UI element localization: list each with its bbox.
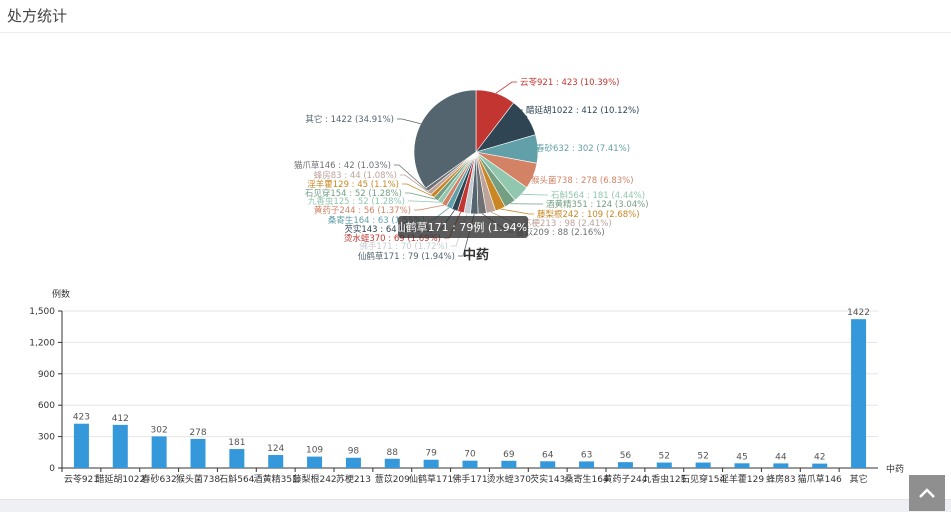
bar[interactable] xyxy=(696,463,711,468)
x-tick-label: 淫羊藿129 xyxy=(720,473,764,485)
bar[interactable] xyxy=(424,460,439,468)
bar[interactable] xyxy=(152,436,167,468)
back-to-top-button[interactable] xyxy=(909,475,945,511)
x-tick-label: 烫水蛭370 xyxy=(487,473,531,485)
x-tick-label: 薏苡209 xyxy=(375,473,410,485)
x-tick-label: 苏梗213 xyxy=(336,473,371,485)
bar-value-label: 109 xyxy=(306,446,323,456)
bar-value-label: 181 xyxy=(228,438,245,448)
bar[interactable] xyxy=(657,463,672,468)
x-tick-label: 酒黄精351 xyxy=(254,473,298,485)
bar[interactable] xyxy=(74,424,89,468)
x-tick-label: 佛手171 xyxy=(452,473,487,485)
page-title: 处方统计 xyxy=(7,5,67,26)
x-tick-label: 仙鹤草171 xyxy=(409,473,453,485)
bar-value-label: 69 xyxy=(503,450,515,460)
x-tick-label: 醋延胡1022 xyxy=(95,473,145,485)
pie-chart: 云苓921 : 423 (10.39%) 醋延胡1022 : 412 (10.12… xyxy=(0,40,951,280)
bar-value-label: 63 xyxy=(581,450,592,460)
bar[interactable] xyxy=(618,462,633,468)
x-tick-label: 猫爪草146 xyxy=(798,473,842,485)
bar-value-label: 70 xyxy=(464,450,476,460)
y-tick-label: 0 xyxy=(49,464,55,474)
pie-leader-line xyxy=(408,201,440,202)
bar-value-label: 423 xyxy=(73,413,90,423)
pie-leader-line xyxy=(397,119,421,124)
bottom-strip xyxy=(0,499,951,512)
pie-slice-label: 春砂632 : 302 (7.41%) xyxy=(536,143,630,154)
pie-slice-label: 猫爪草146 : 42 (1.03%) xyxy=(294,160,391,171)
bar[interactable] xyxy=(463,461,478,468)
x-tick-label: 春砂632 xyxy=(142,473,177,485)
pie-leader-line xyxy=(414,205,444,210)
x-tick-label: 芡实143 xyxy=(530,473,565,485)
bar[interactable] xyxy=(540,461,555,468)
y-axis-title: 例数 xyxy=(52,288,70,300)
pie-slice-label: 酒黄精351 : 124 (3.04%) xyxy=(546,199,649,210)
bar[interactable] xyxy=(773,463,788,468)
bar-value-label: 42 xyxy=(814,453,825,463)
bar[interactable] xyxy=(851,319,866,468)
pie-slice-label: 云苓921 : 423 (10.39%) xyxy=(520,77,619,88)
y-tick-label: 300 xyxy=(38,433,55,443)
bar-value-label: 412 xyxy=(112,414,129,424)
x-tick-label: 石斛564 xyxy=(219,473,254,485)
bar[interactable] xyxy=(579,461,594,468)
bar-value-label: 44 xyxy=(775,452,787,462)
pie-tooltip-text: 仙鹤草171 : 79例 (1.94%) xyxy=(395,220,532,234)
bar[interactable] xyxy=(113,425,128,468)
pie-leader-line xyxy=(521,194,548,195)
bar[interactable] xyxy=(346,458,361,468)
x-tick-label: 蜂房83 xyxy=(766,473,795,485)
pie-leader-line xyxy=(500,209,534,214)
page-header: 处方统计 xyxy=(0,0,951,33)
x-tick-label: 桑寄生164 xyxy=(564,473,608,485)
bar[interactable] xyxy=(385,459,400,468)
bar-value-label: 278 xyxy=(189,428,206,438)
x-tick-label: 其它 xyxy=(850,473,868,485)
y-tick-label: 1,500 xyxy=(29,307,55,317)
bar-value-label: 302 xyxy=(151,425,168,435)
bar-value-label: 1422 xyxy=(847,308,870,318)
y-tick-label: 900 xyxy=(38,370,55,380)
bar-chart: 例数 中药 0 300 600 900 1,200 1,500 423 412 302 278 1… xyxy=(0,285,951,495)
bar-value-label: 88 xyxy=(387,448,399,458)
bar-value-label: 56 xyxy=(620,451,632,461)
x-tick-label: 云苓921 xyxy=(64,473,99,485)
x-axis-title: 中药 xyxy=(886,463,904,475)
pie-slice-label: 其它 : 1422 (34.91%) xyxy=(305,114,394,125)
pie-slice-label: 蜂房83 : 44 (1.08%) xyxy=(314,170,397,181)
pie-title: 中药 xyxy=(463,247,489,263)
bar-value-label: 124 xyxy=(267,444,284,454)
bar-value-label: 45 xyxy=(736,452,747,462)
pie-slice-label: 醋延胡1022 : 412 (10.12%) xyxy=(526,105,639,116)
y-tick-label: 1,200 xyxy=(29,338,55,348)
bar-value-label: 52 xyxy=(697,452,708,462)
bar[interactable] xyxy=(268,455,283,468)
pie-tooltip: 仙鹤草171 : 79例 (1.94%) xyxy=(395,216,532,238)
bar[interactable] xyxy=(501,461,516,468)
bar-value-label: 98 xyxy=(348,447,360,457)
bar[interactable] xyxy=(191,439,206,468)
x-tick-label: 石见穿154 xyxy=(681,473,725,485)
x-tick-label: 藤梨根242 xyxy=(292,473,336,485)
x-tick-label: 猴头菌738 xyxy=(176,473,220,485)
bar-value-label: 64 xyxy=(542,450,554,460)
bar[interactable] xyxy=(229,449,244,468)
x-tick-label: 黄药子244 xyxy=(603,473,647,485)
pie-slice-label: 猴头菌738 : 278 (6.83%) xyxy=(531,175,634,186)
bar-value-label: 79 xyxy=(425,449,437,459)
bar[interactable] xyxy=(735,463,750,468)
x-tick-label: 九香虫125 xyxy=(642,473,686,485)
bar[interactable] xyxy=(307,457,322,468)
y-tick-label: 600 xyxy=(38,401,55,411)
chevron-up-icon xyxy=(909,475,945,511)
pie-slice-label: 仙鹤草171 : 79 (1.94%) xyxy=(358,251,455,262)
bar[interactable] xyxy=(812,464,827,468)
bar-value-label: 52 xyxy=(659,452,670,462)
pie-leader-line xyxy=(496,82,517,93)
